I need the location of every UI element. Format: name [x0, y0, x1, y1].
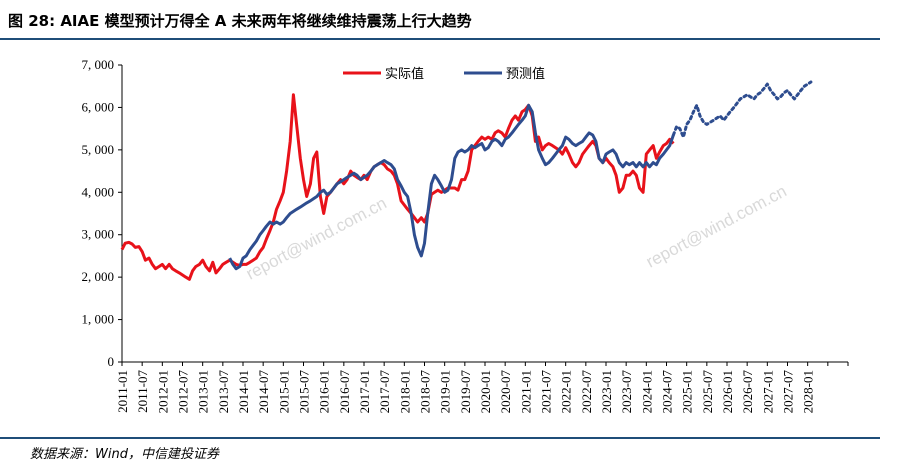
x-tick-label: 2027-01	[760, 370, 775, 413]
x-tick-label: 2012-07	[176, 370, 191, 414]
x-tick-label: 2020-01	[478, 370, 493, 413]
y-tick-label: 1, 000	[82, 312, 115, 327]
x-tick-label: 2019-01	[438, 370, 453, 413]
watermark-right: report@wind.com.cn	[643, 181, 790, 271]
x-tick-label: 2025-01	[680, 370, 695, 413]
x-tick-label: 2022-07	[579, 370, 594, 414]
figure-title: 图 28: AIAE 模型预计万得全 A 未来两年将继续维持震荡上行大趋势	[8, 12, 472, 30]
x-tick-label: 2013-07	[216, 370, 231, 414]
x-tick-label: 2020-07	[498, 370, 513, 414]
x-tick-label: 2026-07	[740, 370, 755, 414]
x-tick-label: 2015-07	[297, 370, 312, 414]
y-tick-label: 5, 000	[82, 142, 115, 157]
x-tick-label: 2021-01	[518, 370, 533, 413]
legend-label-actual: 实际值	[385, 66, 424, 82]
x-tick-label: 2026-01	[720, 370, 735, 413]
x-tick-label: 2023-07	[619, 370, 634, 414]
x-tick-label: 2014-01	[236, 370, 251, 413]
series-line-forecast-future	[671, 80, 813, 139]
x-tick-label: 2014-07	[256, 370, 271, 414]
series-line-actual	[120, 93, 675, 281]
x-tick-label: 2015-01	[276, 370, 291, 413]
y-tick-label: 6, 000	[82, 99, 115, 114]
x-tick-label: 2028-01	[801, 370, 816, 413]
y-tick-label: 4, 000	[82, 184, 115, 199]
x-tick-label: 2021-07	[539, 370, 554, 414]
x-tick-label: 2027-07	[781, 370, 796, 414]
x-tick-label: 2016-07	[337, 370, 352, 414]
x-tick-label: 2011-07	[135, 370, 150, 413]
x-tick-label: 2019-07	[458, 370, 473, 414]
x-tick-label: 2016-01	[317, 370, 332, 413]
legend: 实际值 预测值	[343, 66, 545, 82]
chart: report@wind.com.cn report@wind.com.cn 0 1…	[82, 57, 849, 413]
x-tick-label: 2011-01	[115, 370, 130, 413]
x-tick-label: 2012-01	[155, 370, 170, 413]
series-group	[120, 80, 813, 281]
source-note: 数据来源：Wind，中信建投证券	[30, 447, 219, 462]
x-tick-label: 2025-07	[700, 370, 715, 414]
legend-label-forecast: 预测值	[506, 66, 545, 82]
x-tick-label: 2017-07	[377, 370, 392, 414]
x-tick-label: 2022-01	[559, 370, 574, 413]
series-line-forecast	[228, 103, 675, 271]
y-tick-label: 0	[108, 354, 115, 369]
y-tick-label: 3, 000	[82, 227, 115, 242]
x-tick-label: 2024-01	[639, 370, 654, 413]
x-tick-label: 2024-07	[660, 370, 675, 414]
footer-divider	[0, 437, 880, 439]
x-tick-label: 2013-01	[196, 370, 211, 413]
y-tick-label: 7, 000	[82, 57, 115, 72]
x-tick-label: 2018-07	[418, 370, 433, 414]
watermarks: report@wind.com.cn report@wind.com.cn	[243, 181, 790, 283]
axes: 0 1, 000 2, 000 3, 000 4, 000 5, 000 6, 000 7, …	[82, 57, 849, 413]
y-tick-label: 2, 000	[82, 269, 115, 284]
title-divider	[0, 38, 880, 40]
x-tick-label: 2018-01	[397, 370, 412, 413]
x-tick-label: 2017-01	[357, 370, 372, 413]
watermark-left: report@wind.com.cn	[243, 193, 390, 283]
x-tick-label: 2023-01	[599, 370, 614, 413]
